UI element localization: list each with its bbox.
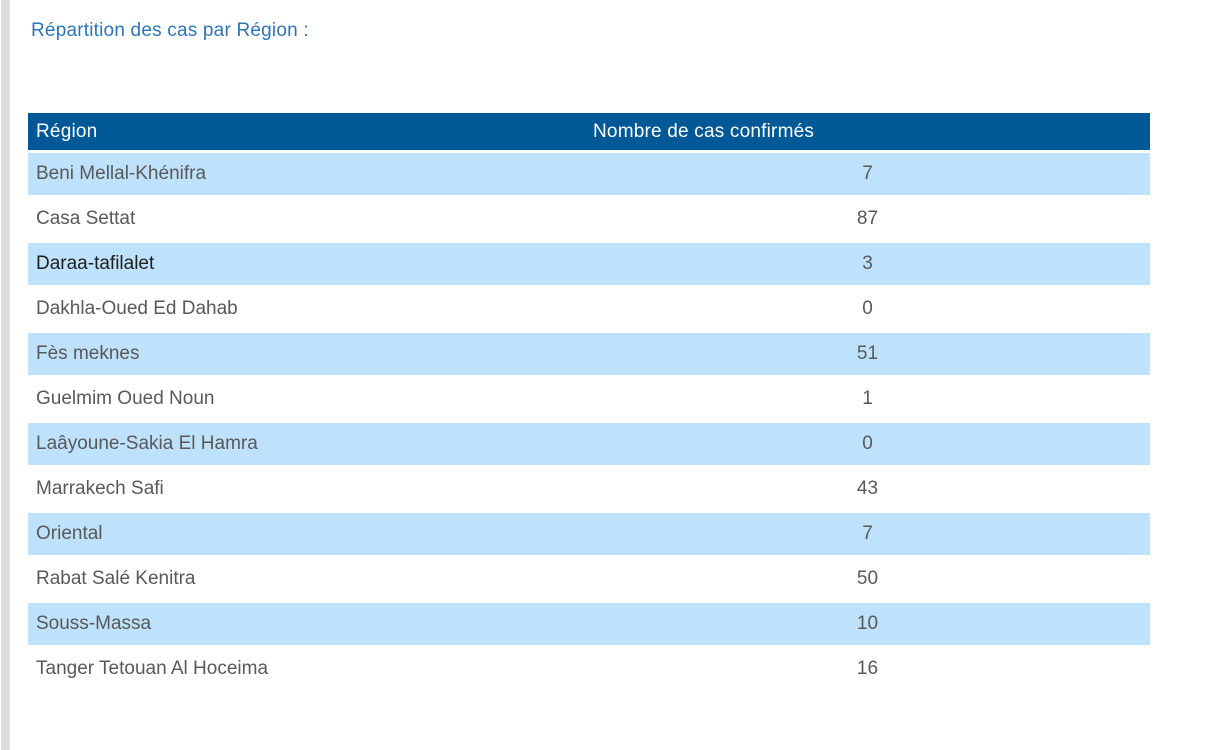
region-name-cell: Oriental: [28, 511, 585, 558]
table-row: Oriental 7: [28, 511, 1150, 558]
table-row: Tanger Tetouan Al Hoceima 16: [28, 646, 1150, 693]
cases-count-cell: 87: [585, 196, 1150, 243]
table-row: Guelmim Oued Noun 1: [28, 376, 1150, 423]
cases-count-cell: 7: [585, 151, 1150, 198]
cases-count-cell: 50: [585, 556, 1150, 603]
region-name-cell: Souss-Massa: [28, 601, 585, 648]
table-row: Laâyoune-Sakia El Hamra 0: [28, 421, 1150, 468]
region-name-cell: Tanger Tetouan Al Hoceima: [28, 646, 585, 693]
table-row: Daraa-tafilalet 3: [28, 241, 1150, 288]
table-row: Dakhla-Oued Ed Dahab 0: [28, 286, 1150, 333]
region-name-cell: Beni Mellal-Khénifra: [28, 151, 585, 198]
region-name-cell: Guelmim Oued Noun: [28, 376, 585, 423]
cases-count-cell: 3: [585, 241, 1150, 288]
cases-count-cell: 1: [585, 376, 1150, 423]
cases-count-cell: 0: [585, 286, 1150, 333]
region-name-cell: Casa Settat: [28, 196, 585, 243]
region-cases-table-wrap: Région Nombre de cas confirmés Beni Mell…: [28, 113, 1150, 693]
region-name-cell: Daraa-tafilalet: [28, 241, 585, 288]
table-row: Fès meknes 51: [28, 331, 1150, 378]
cases-count-cell: 16: [585, 646, 1150, 693]
region-name-cell: Marrakech Safi: [28, 466, 585, 513]
cases-count-cell: 51: [585, 331, 1150, 378]
table-row: Marrakech Safi 43: [28, 466, 1150, 513]
table-header-row: Région Nombre de cas confirmés: [28, 113, 1150, 153]
table-row: Beni Mellal-Khénifra 7: [28, 151, 1150, 198]
column-header-cases: Nombre de cas confirmés: [585, 113, 1150, 153]
cases-count-cell: 10: [585, 601, 1150, 648]
region-name-cell: Dakhla-Oued Ed Dahab: [28, 286, 585, 333]
table-row: Rabat Salé Kenitra 50: [28, 556, 1150, 603]
region-name-cell: Rabat Salé Kenitra: [28, 556, 585, 603]
cases-count-cell: 43: [585, 466, 1150, 513]
region-name-cell: Laâyoune-Sakia El Hamra: [28, 421, 585, 468]
page-edge-strip: [1, 0, 10, 750]
region-cases-table: Région Nombre de cas confirmés Beni Mell…: [28, 113, 1150, 693]
table-row: Souss-Massa 10: [28, 601, 1150, 648]
region-name-cell: Fès meknes: [28, 331, 585, 378]
table-body: Beni Mellal-Khénifra 7 Casa Settat 87 Daraa-…: [28, 151, 1150, 693]
cases-count-cell: 0: [585, 421, 1150, 468]
column-header-region: Région: [28, 113, 585, 153]
page-title: Répartition des cas par Région :: [31, 20, 309, 41]
table-row: Casa Settat 87: [28, 196, 1150, 243]
cases-count-cell: 7: [585, 511, 1150, 558]
